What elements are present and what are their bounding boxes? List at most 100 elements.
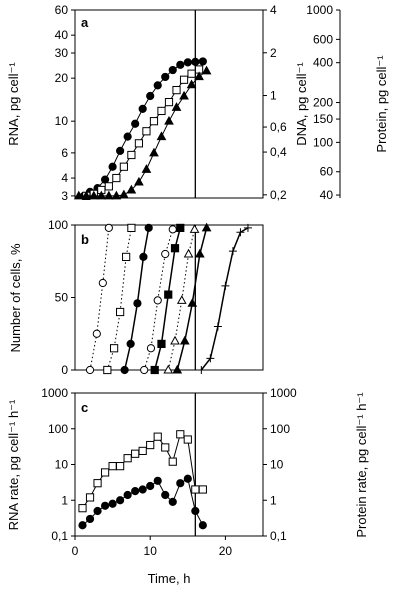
panel-c-series-0-point-4 [108,462,117,471]
panel-a-series-2-point-9 [141,164,152,173]
panel-a-protein-tick-label-1: 600 [313,32,333,46]
panel-c-series-0-point-1 [85,493,95,502]
panel-a-series-0-point-3 [100,175,110,184]
panel-c-series-0-point-0 [78,504,87,513]
panel-a-series-0-point-5 [116,146,125,155]
panel-a-dna-tick-label-0: 4 [270,3,277,17]
panel-c-series-0-point-6 [123,454,132,463]
panel-b-series-6-point-1 [179,335,190,345]
panel-a-series-2-point-10 [149,147,159,157]
panel-b-series-3-point-0 [140,365,149,375]
panel-a-dna-tick-label-3: 0,6 [270,120,287,134]
panel-c-series-1-point-15 [191,506,200,516]
panel-a-series-0-point-9 [146,91,155,101]
panel-a-series-1-point-8 [142,127,151,136]
panel-b-series-3-point-3 [161,249,170,259]
panel-c-series-1-point-11 [161,490,170,500]
panel-b-series-1-point-0 [103,365,112,375]
panel-b-series-5-point-1 [170,335,180,345]
panel-a-series-2-point-3 [96,190,107,200]
panel-c-series-1-point-6 [123,490,132,500]
panel-c-series-1-point-7 [131,487,140,496]
panel-c-series-0-point-2 [93,479,102,488]
panel-a-protein-tick-label-6: 60 [320,165,334,179]
panel-c-right-tick-label-3: 1 [270,493,277,507]
panel-c-right-tick-label-2: 10 [270,458,284,472]
panel-a-series-2-point-15 [186,79,197,89]
panel-c-ylabel-right: Protein rate, pg cell⁻¹ h⁻¹ [354,392,369,538]
x-axis-label: Time, h [148,571,191,586]
panel-c-ylabel-left: RNA rate, pg cell⁻¹ h⁻¹ [6,399,21,530]
panel-c-series-1-point-16 [198,521,207,530]
panel-a-series-2-point-16 [194,71,204,81]
panel-b-series-1-point-4 [127,223,136,233]
panel-b-series-2-point-4 [144,223,153,232]
panel-a-series-2-point-7 [126,184,137,194]
panel-a-left-tick-label-4: 10 [55,114,69,128]
panel-b-ylabel: Number of cells, % [8,243,23,353]
panel-b-series-0-line [89,227,110,371]
panel-c-x-tick-label-1: 10 [144,544,158,558]
panel-a-series-2-point-0 [73,190,84,200]
panel-c-series-1-point-4 [108,499,117,508]
panel-a-protein-tick-label-3: 200 [313,96,333,110]
panel-c-left-tick-label-2: 10 [55,458,69,472]
panel-a-left-tick-label-5: 6 [61,146,68,160]
panel-a-series-1-point-3 [104,182,113,191]
panel-c-series-1-point-9 [146,481,155,491]
panel-c-left-tick-label-1: 100 [48,422,68,436]
panel-c-letter: c [81,400,88,415]
panel-a-series-1-point-13 [179,75,189,84]
panel-b-series-7-point-2 [213,322,222,331]
panel-b-series-3-point-2 [153,296,162,305]
panel-c-series-0-point-15 [191,485,200,494]
panel-b-series-4-point-1 [157,339,166,348]
panel-a-series-2-point-2 [88,190,99,200]
panel-c-x-tick-label-0: 0 [72,544,79,558]
panel-b-series-1-line [106,227,132,371]
panel-a-series-1-point-4 [112,173,121,183]
panel-a-series-0-point-12 [168,65,177,75]
panel-b-series-6-point-0 [172,364,183,374]
panel-b-series-7-point-3 [221,281,230,290]
panel-c-series-0-point-14 [183,435,192,444]
panel-a-ylabel-right-protein: Protein, pg cell⁻¹ [374,55,389,153]
panel-b-y-tick-label-1: 50 [55,291,69,305]
panel-b-series-7-line [200,227,249,371]
panel-b-series-4-point-4 [176,223,185,233]
panel-a-series-0-point-16 [198,57,207,66]
panel-c-series-1-point-2 [93,506,102,516]
panel-b-series-1-point-1 [110,344,119,353]
panel-a-ylabel-left: RNA, pg cell⁻¹ [6,62,21,146]
panel-b-series-7-point-0 [197,366,206,374]
panel-a-left-tick-label-1: 40 [55,28,69,42]
panel-b-series-7-point-1 [206,354,215,363]
panel-b-series-0-point-1 [92,329,101,338]
panel-a-series-0-point-14 [183,58,192,67]
panel-c-series-1-point-1 [85,514,95,524]
panel-c-series-0-point-11 [161,443,170,452]
panel-a-dna-tick-label-5: 0,2 [270,188,287,202]
panel-a-series-1-point-6 [127,150,136,160]
panel-a-series-1-point-10 [157,106,166,116]
panel-b-y-tick-label-0: 100 [48,218,68,232]
panel-b-series-5-point-4 [189,224,200,233]
panel-b-y-tick-label-2: 0 [61,363,68,377]
panel-c-left-tick-label-3: 1 [61,493,68,507]
panel-a-frame [74,9,264,199]
panel-a-series-2-point-8 [134,176,144,186]
panel-a-protein-tick-label-5: 100 [313,135,333,149]
panel-a-letter: a [81,15,89,30]
panel-b-series-0-point-3 [104,223,113,232]
panel-b-series-2-point-3 [139,252,148,261]
panel-b-series-5-point-2 [176,295,187,304]
panel-a-series-2-point-13 [171,102,182,111]
panel-c-series-1-point-13 [176,479,185,488]
panel-c-series-0-point-10 [153,432,162,441]
panel-a-protein-tick-label-7: 40 [320,188,334,202]
panel-c-series-0-point-8 [138,446,147,456]
panel-a-series-0-point-7 [131,119,140,128]
panel-c-series-0-point-9 [146,440,155,450]
panel-a-series-2-point-5 [111,190,122,200]
